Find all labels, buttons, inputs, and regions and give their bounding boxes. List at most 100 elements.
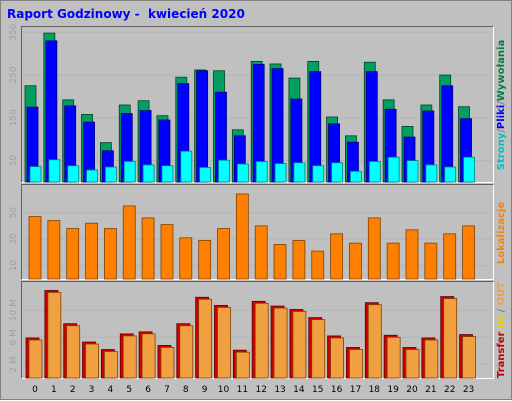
x-axis-label: 10 xyxy=(218,385,230,395)
transfer-out-bar xyxy=(85,343,99,379)
pages-bar xyxy=(406,160,419,183)
sites-tick-label: 50 xyxy=(9,207,19,219)
x-axis-label: 3 xyxy=(89,385,95,395)
hits-tick-label: 350 xyxy=(9,23,19,40)
hits-side-label-part: Strony xyxy=(496,132,507,170)
sites-bar xyxy=(405,229,419,280)
pages-bar xyxy=(29,166,42,183)
transfer-out-bar xyxy=(160,347,175,379)
pages-bar xyxy=(331,162,344,183)
sites-bar xyxy=(141,217,155,280)
x-axis-label: 2 xyxy=(70,385,76,395)
x-axis-label: 22 xyxy=(444,385,455,395)
hits-side-label-part: Pliki xyxy=(496,105,507,129)
transfer-out-bar xyxy=(311,319,326,379)
pages-bar xyxy=(368,161,381,183)
transfer-out-bar xyxy=(47,292,62,379)
sites-bar xyxy=(254,225,268,280)
sites-bar xyxy=(311,250,325,280)
pages-bar xyxy=(274,163,287,183)
sites-bar xyxy=(104,228,117,280)
x-axis-label: 14 xyxy=(293,385,305,395)
x-axis-label: 8 xyxy=(183,385,189,395)
hits-side-label-part: Wywołania xyxy=(496,40,507,101)
sites-tick-label: 10 xyxy=(9,260,19,272)
pages-bar xyxy=(123,161,136,183)
transfer-side-label: Transfer IN / OUT xyxy=(496,282,507,378)
sites-bar xyxy=(462,225,475,280)
hits-tick-label: 250 xyxy=(9,66,19,83)
x-axis-label: 20 xyxy=(406,385,418,395)
transfer-out-bar xyxy=(386,336,401,379)
sites-bar xyxy=(273,244,287,280)
report-title: Raport Godzinowy - kwiecień 2020 xyxy=(7,7,245,21)
sites-bar xyxy=(349,242,362,280)
sites-bar xyxy=(122,205,136,280)
transfer-out-bar xyxy=(104,351,118,379)
transfer-out-bar xyxy=(367,304,382,379)
pages-bar xyxy=(48,159,61,183)
transfer-out-bar xyxy=(292,311,307,379)
transfer-out-bar xyxy=(179,325,194,379)
pages-bar xyxy=(67,165,80,183)
x-axis-label: 23 xyxy=(463,385,474,395)
x-axis-label: 21 xyxy=(425,385,436,395)
files-bar xyxy=(196,70,209,183)
pages-bar xyxy=(161,165,174,183)
transfer-side-label-part: Transfer xyxy=(496,331,507,378)
x-axis-label: 12 xyxy=(255,385,266,395)
transfer-out-bar xyxy=(217,306,231,379)
transfer-out-bar xyxy=(424,339,439,379)
pages-bar xyxy=(350,170,362,183)
transfer-out-bar xyxy=(330,337,345,379)
hits-tick-label: 50 xyxy=(9,155,19,167)
transfer-tick-label: 10 M xyxy=(9,299,19,321)
transfer-out-bar xyxy=(462,336,476,379)
pages-bar xyxy=(425,164,438,183)
pages-bar xyxy=(180,150,193,183)
x-axis-label: 16 xyxy=(331,385,343,395)
transfer-out-bar xyxy=(405,349,420,379)
sites-bar xyxy=(424,242,438,280)
x-axis-label: 9 xyxy=(202,385,208,395)
pages-bar xyxy=(312,165,325,183)
sites-tick-label: 30 xyxy=(9,233,19,245)
sites-bar xyxy=(47,220,61,280)
transfer-out-bar xyxy=(443,298,458,379)
transfer-side-label-part: OUT xyxy=(496,282,507,306)
pages-bar xyxy=(218,159,230,183)
sites-bar xyxy=(85,222,98,280)
transfer-out-bar xyxy=(198,298,213,379)
pages-bar xyxy=(105,166,117,183)
pages-bar xyxy=(236,163,249,183)
x-axis-label: 5 xyxy=(126,385,132,395)
transfer-out-bar xyxy=(235,351,250,379)
sites-bar xyxy=(179,237,193,280)
sites-bar xyxy=(386,242,400,280)
sites-bar xyxy=(217,228,230,280)
hits-side-label-part: / xyxy=(496,129,507,133)
pages-bar xyxy=(199,167,212,183)
x-axis-label: 15 xyxy=(312,385,323,395)
x-axis-label: 7 xyxy=(164,385,170,395)
pages-bar xyxy=(444,166,457,183)
x-axis-label: 17 xyxy=(350,385,361,395)
sites-bar xyxy=(292,240,306,280)
pages-bar xyxy=(463,156,475,183)
x-axis-label: 13 xyxy=(274,385,285,395)
sites-bar xyxy=(443,233,457,280)
transfer-out-bar xyxy=(273,307,288,379)
transfer-out-bar xyxy=(349,349,363,379)
transfer-tick-label: 6 M xyxy=(9,329,19,345)
transfer-side-label-part: IN xyxy=(496,316,507,328)
transfer-out-bar xyxy=(66,325,81,379)
x-axis-label: 18 xyxy=(369,385,381,395)
sites-side-label: Lokalizacje xyxy=(496,202,507,264)
transfer-out-bar xyxy=(141,333,156,379)
sites-bar xyxy=(367,217,381,280)
hits-side-label: Strony/Pliki/Wywołania xyxy=(496,40,507,170)
pages-bar xyxy=(293,162,306,183)
hits-tick-label: 150 xyxy=(9,109,19,126)
